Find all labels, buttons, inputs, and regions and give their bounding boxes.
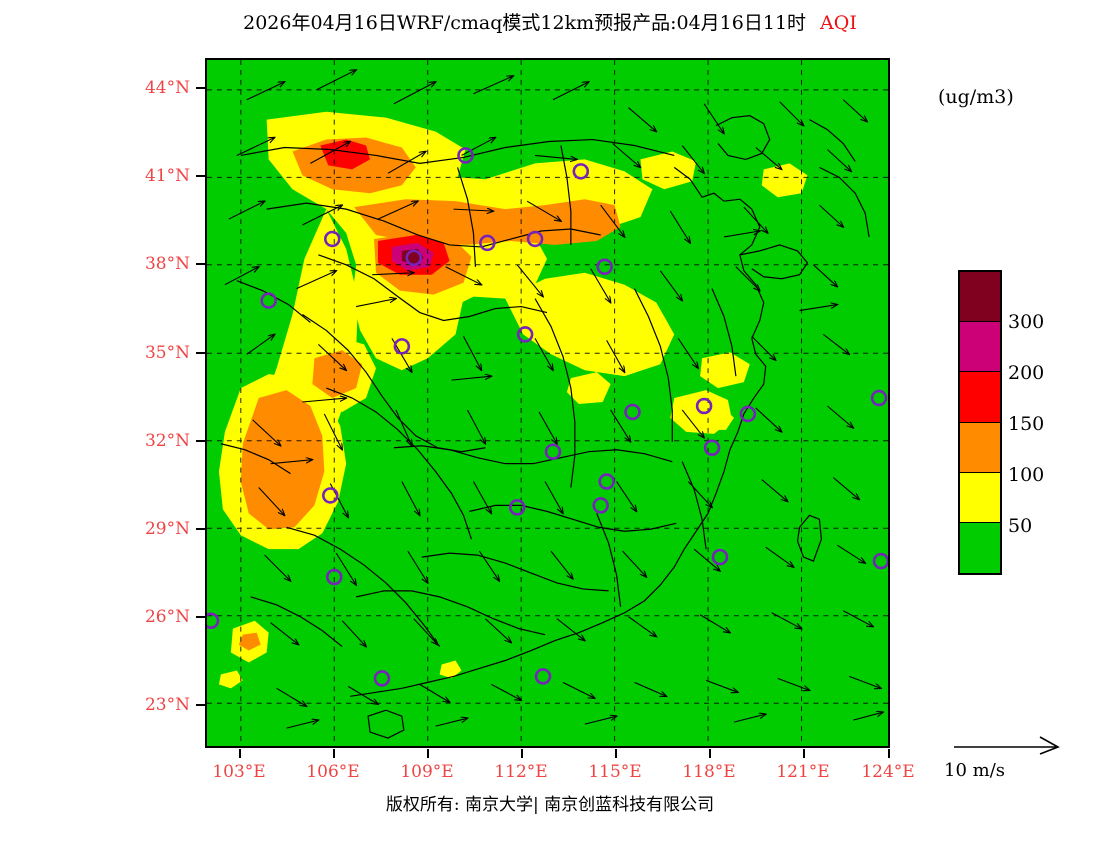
x-tick — [427, 749, 429, 758]
aqi-band-100-sichuan — [240, 390, 325, 530]
x-tick — [521, 749, 523, 758]
y-axis-label: 26°N — [144, 607, 190, 627]
aqi-patch-henan — [566, 372, 611, 404]
city-marker — [479, 234, 496, 252]
y-axis-label: 29°N — [144, 519, 190, 539]
colorbar-band-500[interactable] — [960, 272, 1000, 323]
aqi-band-100-plume — [354, 199, 621, 245]
x-axis-label: 106°E — [306, 762, 360, 782]
city-marker — [711, 548, 729, 566]
x-tick — [239, 749, 241, 758]
city-marker — [405, 249, 423, 267]
city-marker — [508, 499, 526, 516]
city-marker — [326, 568, 343, 586]
city-marker — [624, 403, 641, 421]
colorbar-tick-50: 50 — [1008, 515, 1033, 537]
y-axis-label: 23°N — [144, 695, 190, 715]
y-tick — [196, 263, 205, 265]
colorbar-tick-100: 100 — [1008, 464, 1045, 486]
city-marker — [572, 163, 590, 180]
city-marker — [544, 443, 562, 460]
colorbar-band-200[interactable] — [960, 372, 1000, 423]
wind-scale-label: 10 m/s — [944, 760, 1005, 781]
colorbar-tick-300: 300 — [1008, 311, 1045, 333]
y-axis-label: 35°N — [144, 343, 190, 363]
x-tick — [803, 749, 805, 758]
city-marker — [526, 230, 544, 248]
city-marker — [393, 338, 411, 355]
colorbar-units-label: (ug/m3) — [938, 86, 1014, 108]
x-axis-label: 124°E — [861, 762, 915, 782]
y-axis-label: 38°N — [144, 254, 190, 274]
aqi-patch-guangxi — [439, 660, 462, 679]
wind-scale-arrow-icon — [954, 736, 1060, 755]
aqi-patch-south — [218, 670, 243, 689]
aqi-patch-jiangsu — [702, 405, 734, 430]
x-axis-label: 118°E — [682, 762, 736, 782]
city-marker — [870, 389, 888, 407]
x-axis-label: 115°E — [588, 762, 642, 782]
map-canvas — [207, 60, 888, 746]
y-tick — [196, 528, 205, 530]
copyright-footer: 版权所有: 南京大学| 南京创蓝科技有限公司 — [385, 795, 715, 815]
city-marker — [260, 292, 277, 309]
x-axis-label: 103°E — [212, 762, 266, 782]
map-boundaries — [220, 115, 870, 739]
aqi-band-50-hebei-plain — [505, 272, 675, 377]
city-marker — [516, 326, 534, 343]
x-axis-label: 109°E — [400, 762, 454, 782]
colorbar-tick-150: 150 — [1008, 413, 1045, 435]
aqi-band-150-core — [320, 139, 371, 170]
title-main-text: 2026年04月16日WRF/cmaq模式12km预报产品:04月16日11时 — [243, 12, 807, 34]
y-tick — [196, 440, 205, 442]
y-tick — [196, 87, 205, 89]
city-marker — [322, 487, 339, 504]
x-tick — [333, 749, 335, 758]
colorbar-band-50[interactable] — [960, 522, 1000, 573]
title-variable-label: AQI — [820, 12, 857, 34]
aqi-patch-bohai — [640, 151, 697, 190]
colorbar[interactable] — [958, 270, 1002, 575]
city-marker — [457, 147, 474, 164]
y-axis-label: 44°N — [144, 78, 190, 98]
y-tick — [196, 616, 205, 618]
city-marker — [695, 397, 713, 415]
city-marker — [592, 497, 609, 514]
aqi-patch-east — [761, 163, 808, 198]
x-axis-label: 121°E — [776, 762, 830, 782]
city-marker — [872, 552, 888, 570]
wind-vector-field — [224, 70, 883, 729]
aqi-patch-yunnan-core — [238, 632, 261, 651]
y-tick — [196, 352, 205, 354]
page-title: 2026年04月16日WRF/cmaq模式12km预报产品:04月16日11时 A… — [0, 8, 1100, 35]
graticule — [207, 60, 888, 746]
city-marker — [534, 668, 552, 685]
city-marker — [373, 670, 391, 687]
x-tick — [709, 749, 711, 758]
colorbar-band-150[interactable] — [960, 422, 1000, 473]
y-axis-label: 32°N — [144, 431, 190, 451]
y-axis-label: 41°N — [144, 166, 190, 186]
city-marker — [703, 439, 721, 456]
x-tick — [888, 749, 890, 758]
city-marker — [207, 612, 220, 629]
colorbar-band-300[interactable] — [960, 322, 1000, 373]
y-tick — [196, 704, 205, 706]
city-marker — [596, 258, 613, 276]
city-marker — [739, 405, 757, 423]
colorbar-band-100[interactable] — [960, 472, 1000, 523]
city-marker-layer — [207, 147, 888, 687]
city-marker — [324, 230, 341, 248]
y-tick — [196, 175, 205, 177]
aqi-band-100-sichuan-north — [312, 350, 363, 399]
city-marker — [598, 473, 615, 490]
x-tick — [615, 749, 617, 758]
x-axis-label: 112°E — [494, 762, 548, 782]
aqi-patch-shandong2 — [700, 352, 750, 389]
map-plot-area[interactable] — [205, 58, 890, 748]
colorbar-tick-200: 200 — [1008, 362, 1045, 384]
